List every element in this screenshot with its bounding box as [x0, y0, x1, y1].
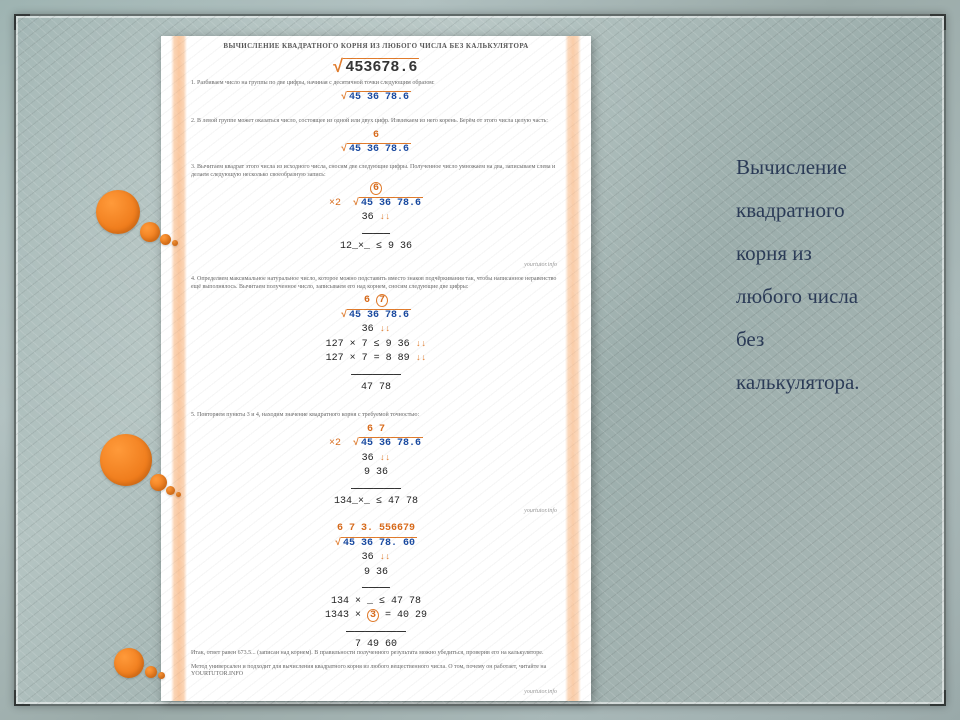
decorative-bubble: [176, 492, 181, 497]
caption-line: любого числа: [736, 275, 926, 318]
main-radicand: √453678.6: [161, 58, 591, 78]
decorative-bubble: [150, 474, 167, 491]
step3-calc: 6 ×2 √45 36 78.6 36 ↓↓ 12_×_ ≤ 9 36: [191, 182, 561, 255]
frame-corner: [14, 690, 30, 706]
decorative-bubble: [172, 240, 178, 246]
decorative-bubble: [158, 672, 165, 679]
step5-calc: 6 7 ×2 √45 36 78.6 36 ↓↓ 9 36 134_×_ ≤ 4…: [191, 423, 561, 510]
caption-line: квадратного: [736, 189, 926, 232]
decorative-bubble: [100, 434, 152, 486]
caption-line: калькулятора.: [736, 361, 926, 404]
doc-title: ВЫЧИСЛЕНИЕ КВАДРАТНОГО КОРНЯ ИЗ ЛЮБОГО Ч…: [161, 42, 591, 50]
step5-text: 5. Повторяем пункты 3 и 4, находим значе…: [191, 412, 561, 420]
step1-text: 1. Разбиваем число на группы по две цифр…: [191, 80, 561, 88]
step1-calc: √45 36 78.6: [191, 91, 561, 106]
decorative-bubble: [160, 234, 171, 245]
step2-calc: 6 √45 36 78.6: [191, 129, 561, 158]
decorative-bubble: [166, 486, 175, 495]
frame-corner: [930, 14, 946, 30]
footer-text-1: Итак, ответ равен 673.5... (записан над …: [191, 650, 561, 658]
caption-line: без: [736, 318, 926, 361]
decorative-bubble: [145, 666, 157, 678]
step2-text: 2. В левой группе может оказаться число,…: [191, 118, 561, 126]
step3-text: 3. Вычитаем квадрат этого числа из исход…: [191, 164, 561, 179]
decorative-stripe: [565, 36, 581, 701]
side-caption: Вычисление квадратного корня из любого ч…: [736, 146, 926, 404]
watermark: yourtutor.info: [524, 689, 557, 695]
caption-line: корня из: [736, 232, 926, 275]
step4-text: 4. Определяем максимальное натуральное ч…: [191, 276, 561, 291]
frame-corner: [14, 14, 30, 30]
caption-line: Вычисление: [736, 146, 926, 189]
watermark: yourtutor.info: [524, 508, 557, 514]
watermark: yourtutor.info: [524, 262, 557, 268]
footer-text-2: Метод универсален и подходит для вычисле…: [191, 664, 561, 679]
slide-frame: ВЫЧИСЛЕНИЕ КВАДРАТНОГО КОРНЯ ИЗ ЛЮБОГО Ч…: [14, 14, 946, 706]
final-calc: 6 7 3. 556679 √45 36 78. 60 36 ↓↓ 9 36 1…: [191, 522, 561, 653]
decorative-stripe: [171, 36, 187, 701]
decorative-bubble: [140, 222, 160, 242]
frame-corner: [930, 690, 946, 706]
step4-calc: 6 7 √45 36 78.6 36 ↓↓ 127 × 7 ≤ 9 36 ↓↓ …: [191, 294, 561, 396]
document-panel: ВЫЧИСЛЕНИЕ КВАДРАТНОГО КОРНЯ ИЗ ЛЮБОГО Ч…: [161, 36, 591, 701]
decorative-bubble: [96, 190, 140, 234]
decorative-bubble: [114, 648, 144, 678]
